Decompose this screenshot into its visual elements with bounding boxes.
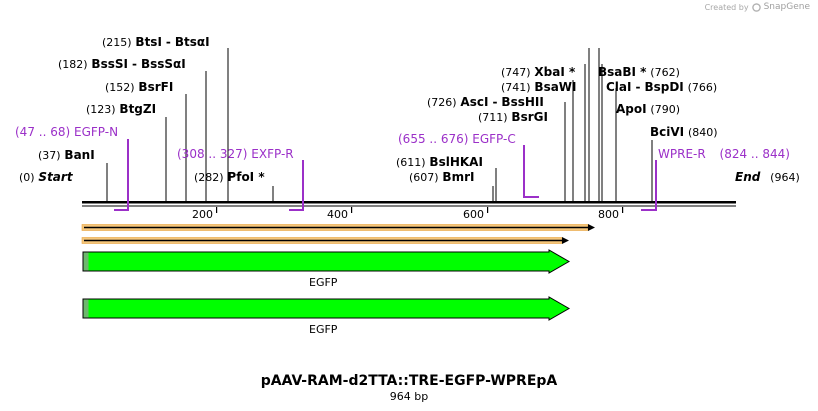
site-position: (741) [501,81,531,94]
site-bmri[interactable]: (607) BmrI [409,170,474,185]
egfp-feature-arrow-1 [82,249,571,274]
primer-range: (308 .. 327) [177,147,248,161]
enzyme-name: BsrFI [138,80,174,94]
site-pfoi[interactable]: (282) PfoI * [194,170,265,185]
primer-range: (47 .. 68) [15,125,71,139]
ruler-label: 200 [192,208,213,221]
site-bani[interactable]: (37) BanI [38,148,95,163]
egfp-feature-arrow-2 [82,296,571,321]
site-position: (282) [194,171,224,184]
egfp-feature-hatch-2 [83,299,89,318]
site-end[interactable]: End (964) [735,170,800,185]
site-apoi[interactable]: ApoI (790) [616,102,680,117]
enzyme-name: BmrI [442,170,475,184]
enzyme-name: BsaBI * [598,65,647,79]
site-bsawi[interactable]: (741) BsaWI [501,80,577,95]
enzyme-name: AscI [460,95,489,109]
plasmid-title: pAAV-RAM-d2TTA::TRE-EGFP-WPREpA [260,373,558,389]
egfp-feature-hatch-1 [83,252,89,271]
site-position: (840) [687,126,718,139]
enzyme-name-isoschizomer: BspDI [644,80,684,94]
enzyme-name: BslHKAI [429,155,483,169]
site-position: (766) [687,81,718,94]
enzyme-name: BsrGI [511,110,548,124]
enzyme-name: BssSI [91,57,128,71]
site-position: (123) [86,103,116,116]
primer-range: (824 .. 844) [719,147,790,161]
enzyme-name: ClaI [606,80,632,94]
primer-egfp-c-marker [523,145,539,198]
site-bsrgi[interactable]: (711) BsrGI [478,110,548,125]
primer-exfp-r[interactable]: (308 .. 327) EXFP-R [177,147,294,161]
site-bsssi[interactable]: (182) BssSI - BssSαI [58,57,186,71]
feature-label-egfp-2[interactable]: EGFP [309,323,338,336]
site-bsrfi[interactable]: (152) BsrFI [105,80,173,95]
site-position: (37) [38,149,61,162]
primer-egfp-n-marker [114,139,129,211]
site-position: (611) [396,156,426,169]
site-start[interactable]: (0) Start [19,170,73,185]
sequence-start-label: Start [38,170,73,184]
sequence-backbone [82,201,736,204]
enzyme-name: PfoI * [227,170,265,184]
site-position: (762) [650,66,680,79]
site-position: (0) [19,171,35,184]
site-position: (711) [478,111,508,124]
site-xbai[interactable]: (747) XbaI * [501,65,575,80]
enzyme-name-isoschizomer: BssHII [501,95,544,109]
site-btgzi[interactable]: (123) BtgZI [86,102,156,117]
site-bsabi[interactable]: BsaBI * (762) [598,65,680,80]
site-position: (964) [770,171,800,184]
site-position: (747) [501,66,531,79]
ruler-tick [216,207,218,213]
enzyme-name: BtsI [135,35,162,49]
enzyme-name: XbaI * [534,65,576,79]
site-position: (152) [105,81,135,94]
primer-range: (655 .. 676) [398,132,469,146]
enzyme-name: BciVI [650,125,685,139]
ruler-tick [487,207,489,213]
ruler-label: 600 [463,208,484,221]
primer-name: WPRE-R [658,147,706,161]
primer-egfp-c[interactable]: (655 .. 676) EGFP-C [398,132,516,146]
primer-egfp-n[interactable]: (47 .. 68) EGFP-N [15,125,118,139]
site-position: (790) [650,103,681,116]
ruler-label: 400 [327,208,348,221]
primer-name: EGFP-C [472,132,516,146]
orf-arrowhead-1 [588,224,595,231]
primer-exfp-r-marker [289,160,304,211]
ruler-tick [351,207,353,213]
ruler-label: 800 [598,208,619,221]
enzyme-name: BsaWI [534,80,577,94]
site-bslhkai[interactable]: (611) BslHKAI [396,155,483,170]
enzyme-name-isoschizomer: BtsαI [174,35,210,49]
enzyme-name-isoschizomer: BssSαI [140,57,186,71]
site-bcivi[interactable]: BciVI (840) [650,125,718,140]
site-clai[interactable]: ClaI - BspDI (766) [606,80,718,94]
enzyme-name: BtgZI [119,102,157,116]
enzyme-name: BanI [64,148,95,162]
credit-brand: SnapGene [763,2,810,12]
site-position: (215) [102,36,132,49]
sequence-end-label: End [735,170,761,184]
snapgene-credit: Created by SnapGene [705,2,810,12]
snapgene-logo-icon [751,2,761,12]
site-position: (607) [409,171,439,184]
orf-arrowhead-2 [562,237,569,244]
enzyme-name: ApoI [616,102,647,116]
credit-prefix: Created by [704,2,749,12]
site-position: (726) [427,96,457,109]
ruler-tick [622,207,624,213]
plasmid-length: 964 bp [389,390,429,403]
primer-wpre-r[interactable]: WPRE-R (824 .. 844) [658,147,790,161]
feature-label-egfp-1[interactable]: EGFP [309,276,338,289]
site-asci[interactable]: (726) AscI - BssHII [427,95,544,109]
sequence-backbone-lower [82,205,736,207]
primer-name: EXFP-R [251,147,294,161]
primer-name: EGFP-N [74,125,119,139]
site-btsi[interactable]: (215) BtsI - BtsαI [102,35,210,49]
primer-wpre-r-marker [641,160,657,211]
site-position: (182) [58,58,88,71]
